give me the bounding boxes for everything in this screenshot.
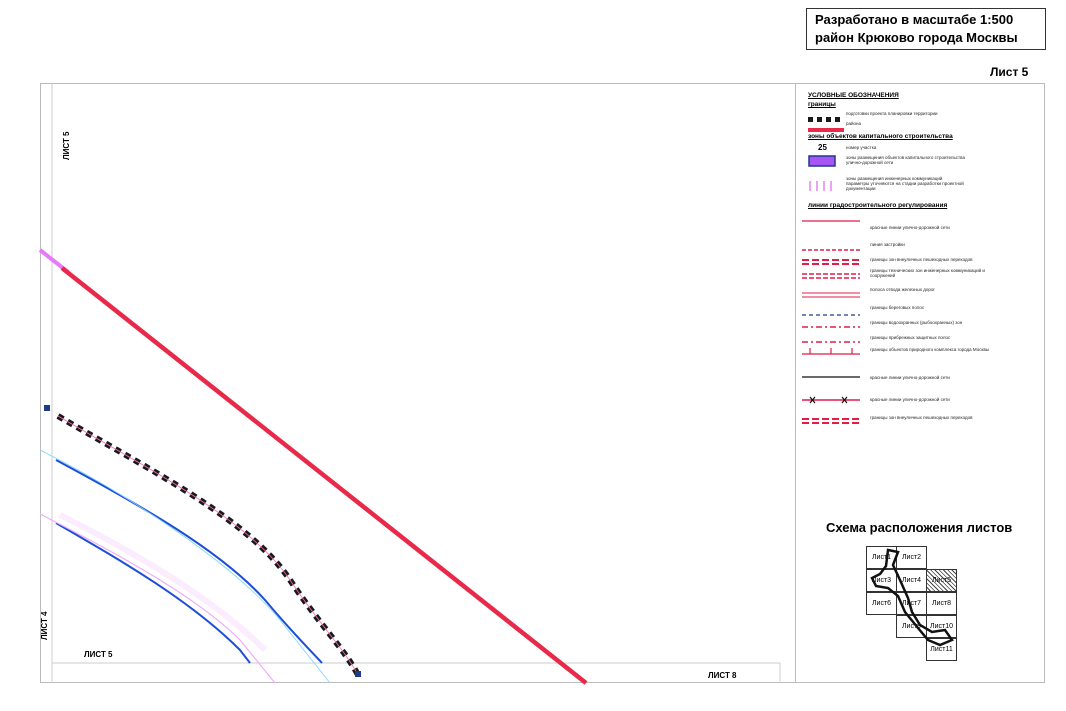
sheet-number: Лист 5 [990,65,1029,79]
legend-text-4: зоны размещения инженерных коммуникаций … [846,176,964,191]
label-left-top: ЛИСТ 5 [62,131,71,161]
schema-title: Схема расположения листов [826,520,1013,535]
legend-text-2: номер участка [846,145,877,150]
legend-text-5: красные линии улично-дорожной сети [870,225,950,230]
schema-cell-11: Лист11 [926,638,957,661]
legend-text-1: района [846,121,862,126]
legend-sub-zones: зоны объектов капитального строительства [808,133,953,140]
label-bottom-left: ЛИСТ 5 [84,650,113,659]
legend-symbol-vbars [808,178,836,191]
legend-text-9: полоса отвода железных дорог [870,287,936,292]
schema-cell-7: Лист7 [896,592,927,615]
schema-cell-4: Лист4 [896,569,927,592]
legend-sub-lines: линии градостроительного регулирования [808,202,948,209]
schema-cell-8: Лист8 [926,592,957,615]
legend-text-10: границы береговых полос [870,305,925,310]
legend-separator [795,83,796,683]
title-district: район Крюково города Москвы [815,30,1018,45]
label-left-bottom: ЛИСТ 4 [40,611,49,641]
legend-text-13: границы объектов природного комплекса го… [870,347,990,352]
legend-symbol-dashed [802,241,862,251]
legend-text-16: границы зон внеуличных пешеходных перехо… [870,415,973,420]
legend-symbol-black-line [802,368,862,380]
schema-cell-1: Лист1 [866,546,897,569]
schema-cell-3: Лист3 [866,569,897,592]
legend-parcel-number: 25 [818,143,827,152]
legend-text-12: границы прибрежных защитных полос [870,335,951,340]
legend-symbol-blue-dash [802,305,862,316]
legend-symbol-dash-dot-2 [802,333,862,343]
legend-sub-boundaries: границы [808,101,836,108]
label-bottom-right: ЛИСТ 8 [708,671,737,680]
legend-symbol-dash-dot-1 [802,318,862,328]
legend-text-6: линия застройки [870,242,905,247]
legend-text-8: границы технических зон инженерных комму… [870,268,985,278]
legend-text-11: границы водоохранных (рыбоохранных) зон [870,320,963,325]
legend-symbol-red-line [802,213,862,225]
legend-text-7: границы зон внеуличных пешеходных перехо… [870,257,973,262]
schema-cell-6: Лист6 [866,592,897,615]
legend-heading: УСЛОВНЫЕ ОБОЗНАЧЕНИЯ [808,92,899,99]
legend-text-15: красные линии улично-дорожной сети [870,397,950,402]
legend-symbol-ticks [802,344,862,358]
legend-symbol-purple-box [808,154,836,167]
legend-symbol-double-dash-2 [802,268,862,279]
schema-cell-2: Лист2 [896,546,927,569]
legend-symbol-double-line [802,286,862,298]
schema-cell-10: Лист10 [926,615,957,638]
title-block: Разработано в масштабе 1:500 район Крюко… [806,8,1046,50]
legend-symbol-cross-line [802,392,862,404]
legend-text-3: зоны размещения объектов капитального ст… [846,155,965,165]
legend-symbol-squares [808,110,844,122]
legend-symbol-double-dash-1 [802,254,862,265]
legend-text-14: красные линии улично-дорожной сети [870,375,950,380]
title-scale: Разработано в масштабе 1:500 [815,12,1014,27]
legend-symbol-thick-line [808,120,844,132]
schema-cell-9: Лист9 [896,615,927,638]
legend-text-0: подготовки проекта планировки территории [846,111,938,116]
legend-symbol-double-dash-3 [802,413,862,424]
schema-cell-5: Лист5 [926,569,957,592]
